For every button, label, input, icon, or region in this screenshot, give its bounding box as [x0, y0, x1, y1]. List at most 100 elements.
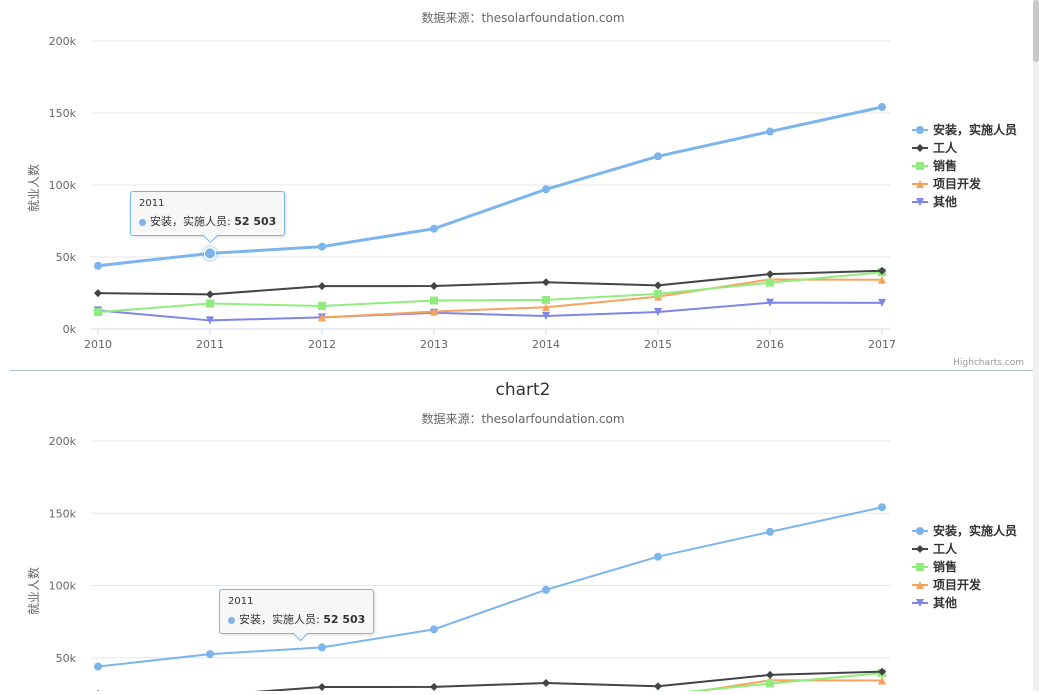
data-point[interactable] [654, 682, 662, 690]
legend-symbol[interactable] [916, 162, 924, 170]
legend-item[interactable]: 其他 [912, 595, 957, 610]
data-point[interactable] [878, 103, 886, 111]
legend-item[interactable]: 工人 [912, 140, 958, 155]
chart-1: 数据来源：thesolarfoundation.com 就业人数 Highcha… [0, 0, 1039, 370]
data-point[interactable] [206, 299, 214, 307]
legend-item[interactable]: 项目开发 [912, 577, 982, 592]
data-point[interactable] [766, 279, 774, 287]
legend-item[interactable]: 销售 [912, 559, 957, 574]
data-point[interactable] [318, 282, 326, 290]
data-point[interactable] [94, 308, 102, 316]
data-point[interactable] [542, 278, 550, 286]
legend-item[interactable]: 销售 [912, 158, 957, 173]
chart-2-tooltip: 2011 安装，实施人员: 52 503 [219, 589, 374, 634]
data-point[interactable] [766, 270, 774, 278]
tooltip-series-dot [139, 219, 146, 226]
data-point[interactable] [654, 152, 662, 160]
tooltip-series-label: 安装，实施人员: [239, 613, 323, 626]
chart-2-title: chart2 [495, 380, 550, 400]
chart-1-ylabel: 就业人数 [26, 164, 41, 212]
series-line[interactable] [98, 507, 882, 666]
y-tick-label: 200k [49, 35, 77, 48]
legend-label[interactable]: 工人 [933, 541, 958, 556]
data-point[interactable] [430, 683, 438, 691]
data-point[interactable] [94, 289, 102, 297]
x-tick-label: 2014 [532, 338, 560, 351]
scrollbar-thumb[interactable] [1033, 0, 1039, 62]
y-tick-label: 100k [49, 179, 77, 192]
series-3[interactable] [318, 676, 886, 691]
legend-symbol[interactable] [916, 563, 924, 571]
series-line[interactable] [98, 303, 882, 321]
x-tick-label: 2010 [84, 338, 112, 351]
y-tick-label: 50k [56, 251, 77, 264]
legend-label[interactable]: 工人 [933, 140, 958, 155]
legend-label[interactable]: 其他 [933, 595, 957, 610]
series-2[interactable] [94, 669, 886, 691]
data-point[interactable] [206, 290, 214, 298]
legend-symbol[interactable] [916, 126, 924, 134]
legend-label[interactable]: 安装，实施人员 [933, 523, 1017, 538]
chart-2-ylabel: 就业人数 [26, 567, 41, 615]
series-line[interactable] [98, 272, 882, 312]
x-tick-label: 2015 [644, 338, 672, 351]
data-point[interactable] [654, 281, 662, 289]
legend-item[interactable]: 安装，实施人员 [912, 523, 1017, 538]
data-point[interactable] [766, 680, 774, 688]
series-line[interactable] [98, 107, 882, 266]
data-point[interactable] [654, 290, 662, 298]
data-point[interactable] [430, 282, 438, 290]
data-point[interactable] [94, 663, 102, 671]
data-point[interactable] [878, 503, 886, 511]
legend-item[interactable]: 项目开发 [912, 176, 982, 191]
legend-symbol[interactable] [916, 545, 924, 553]
tooltip-x: 2011 [228, 596, 365, 607]
data-point[interactable] [94, 262, 102, 270]
legend-label[interactable]: 销售 [933, 559, 957, 574]
y-tick-label: 150k [49, 107, 77, 120]
y-tick-label: 150k [49, 507, 77, 520]
legend-symbol[interactable] [916, 527, 924, 535]
legend-label[interactable]: 销售 [933, 158, 957, 173]
data-point[interactable] [766, 528, 774, 536]
data-point[interactable] [654, 553, 662, 561]
data-point[interactable] [318, 243, 326, 251]
x-tick-label: 2017 [868, 338, 896, 351]
chart-2-subtitle: 数据来源：thesolarfoundation.com [421, 411, 624, 426]
data-point[interactable] [542, 185, 550, 193]
data-point[interactable] [318, 302, 326, 310]
data-point[interactable] [766, 671, 774, 679]
page-scrollbar[interactable] [1033, 0, 1039, 691]
data-point[interactable] [542, 296, 550, 304]
y-tick-label: 50k [56, 652, 77, 665]
legend-item[interactable]: 其他 [912, 194, 957, 209]
y-tick-label: 100k [49, 580, 77, 593]
series-0[interactable] [94, 503, 886, 670]
data-point[interactable] [318, 683, 326, 691]
data-point[interactable] [206, 650, 214, 658]
chart-1-tooltip: 2011 安装，实施人员: 52 503 [130, 191, 285, 236]
data-point[interactable] [542, 679, 550, 687]
tooltip-series-dot [228, 617, 235, 624]
tooltip-series-label: 安装，实施人员: [150, 215, 234, 228]
legend-item[interactable]: 工人 [912, 541, 958, 556]
legend-symbol[interactable] [916, 144, 924, 152]
credits-link[interactable]: Highcharts.com [953, 358, 1024, 368]
legend-label[interactable]: 项目开发 [933, 176, 982, 191]
chart-1-svg: 数据来源：thesolarfoundation.com 就业人数 Highcha… [0, 0, 1039, 370]
data-point[interactable] [318, 643, 326, 651]
tooltip-value: 52 503 [323, 613, 365, 626]
legend-label[interactable]: 项目开发 [933, 577, 982, 592]
tooltip-x: 2011 [139, 198, 276, 209]
data-point[interactable] [766, 128, 774, 136]
data-point[interactable] [430, 297, 438, 305]
data-point[interactable] [542, 586, 550, 594]
legend-label[interactable]: 安装，实施人员 [933, 122, 1017, 137]
data-point[interactable] [430, 625, 438, 633]
x-tick-label: 2012 [308, 338, 336, 351]
legend-item[interactable]: 安装，实施人员 [912, 122, 1017, 137]
data-point[interactable] [430, 225, 438, 233]
series-0[interactable] [94, 103, 886, 270]
hover-point[interactable] [205, 248, 216, 259]
legend-label[interactable]: 其他 [933, 194, 957, 209]
